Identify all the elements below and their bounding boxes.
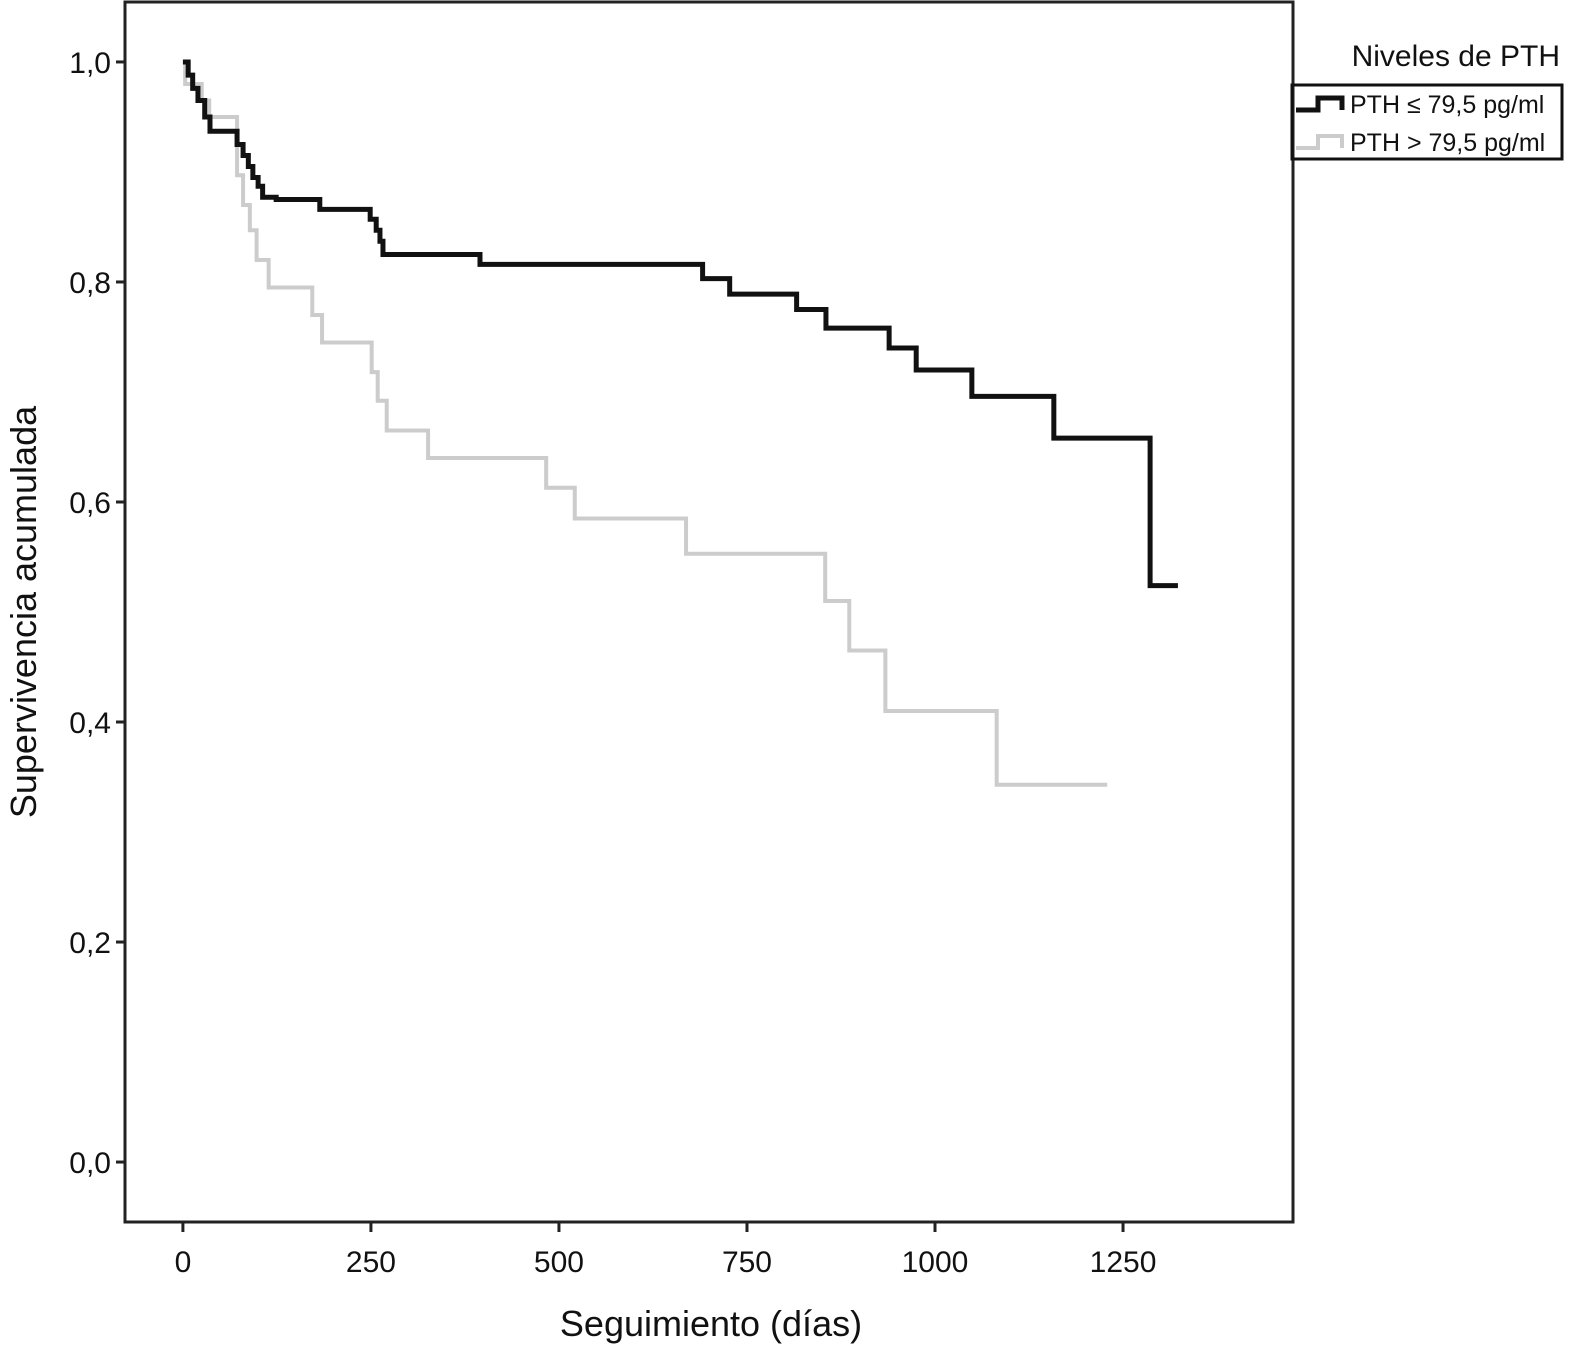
legend-swatch <box>1296 134 1344 150</box>
x-tick-label: 250 <box>346 1246 396 1279</box>
y-tick-label: 1,0 <box>69 47 111 80</box>
x-axis-title: Seguimiento (días) <box>560 1303 862 1344</box>
legend-title: Niveles de PTH <box>1352 40 1560 73</box>
legend-label: PTH > 79,5 pg/ml <box>1350 129 1545 157</box>
x-tick-label: 1250 <box>1090 1246 1157 1279</box>
legend-label: PTH ≤ 79,5 pg/ml <box>1350 91 1544 119</box>
legend-swatch <box>1296 95 1345 113</box>
legend-box <box>1290 83 1564 161</box>
plot-frame <box>123 0 1295 1224</box>
y-tick-label: 0,6 <box>69 487 111 520</box>
y-tick-label: 0,8 <box>69 267 111 300</box>
y-tick-label: 0,2 <box>69 927 111 960</box>
x-tick-label: 1000 <box>902 1246 969 1279</box>
survival-curve <box>182 59 1108 787</box>
x-tick-label: 750 <box>722 1246 772 1279</box>
y-axis-title: Supervivencia acumulada <box>3 405 44 818</box>
survival-curve <box>182 59 1178 589</box>
y-tick-label: 0,4 <box>69 707 111 740</box>
x-tick-label: 500 <box>534 1246 584 1279</box>
y-tick-label: 0,0 <box>69 1147 111 1180</box>
x-tick-label: 0 <box>175 1246 192 1279</box>
